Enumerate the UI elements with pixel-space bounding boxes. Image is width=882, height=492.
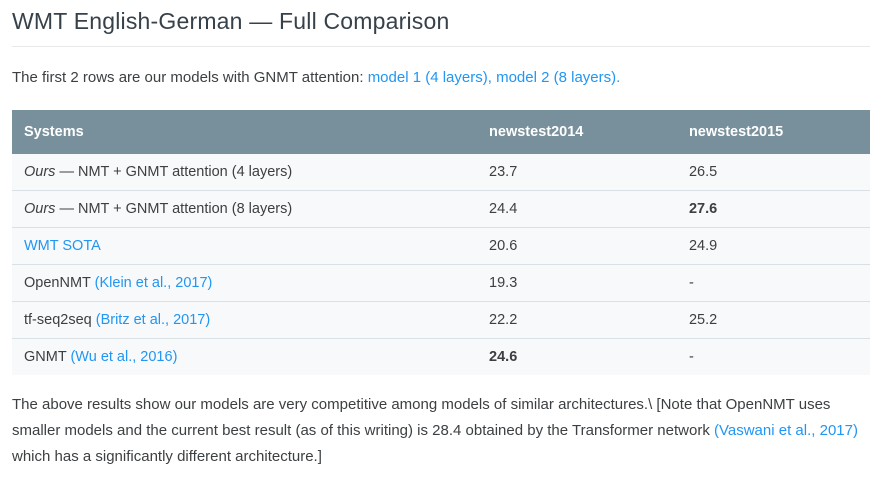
intro-suffix: . xyxy=(616,69,621,86)
footer-text-part2: which has a significantly different arch… xyxy=(12,448,322,465)
comparison-table: Systems newstest2014 newstest2015 Ours —… xyxy=(12,110,870,375)
footer-text-part1: The above results show our models are ve… xyxy=(12,396,831,439)
system-name: — NMT + GNMT attention (8 layers) xyxy=(55,201,293,217)
intro-links-separator: , xyxy=(487,69,497,86)
wu-citation-link[interactable]: (Wu et al., 2016) xyxy=(70,349,178,365)
table-row: OpenNMT (Klein et al., 2017) 19.3 - xyxy=(12,264,870,302)
footer-paragraph: The above results show our models are ve… xyxy=(12,392,870,470)
intro-prefix: The first 2 rows are our models with GNM… xyxy=(12,69,368,86)
column-header-newstest2014: newstest2014 xyxy=(477,110,677,154)
system-cell: OpenNMT (Klein et al., 2017) xyxy=(12,264,478,302)
wmt-sota-link[interactable]: WMT SOTA xyxy=(24,238,101,254)
score-newstest2015: 26.5 xyxy=(676,154,870,191)
score-newstest2015: 25.2 xyxy=(676,301,870,339)
vaswani-citation-link[interactable]: (Vaswani et al., 2017) xyxy=(714,422,858,439)
system-cell: tf-seq2seq (Britz et al., 2017) xyxy=(12,301,478,339)
score-newstest2015: - xyxy=(676,264,870,302)
score-newstest2014: 24.4 xyxy=(477,190,677,228)
column-header-newstest2015: newstest2015 xyxy=(676,110,870,154)
system-cell: Ours — NMT + GNMT attention (4 layers) xyxy=(12,154,478,191)
system-cell: Ours — NMT + GNMT attention (8 layers) xyxy=(12,190,478,228)
model-2-link[interactable]: model 2 (8 layers) xyxy=(496,69,617,86)
score-newstest2014: 20.6 xyxy=(477,227,677,265)
table-row: tf-seq2seq (Britz et al., 2017) 22.2 25.… xyxy=(12,301,870,339)
system-name: OpenNMT xyxy=(24,275,91,291)
score-newstest2015: 24.9 xyxy=(676,227,870,265)
title-divider xyxy=(12,46,870,47)
table-row: WMT SOTA 20.6 24.9 xyxy=(12,227,870,265)
model-1-link[interactable]: model 1 (4 layers) xyxy=(367,69,488,86)
system-cell: WMT SOTA xyxy=(12,227,478,265)
britz-citation-link[interactable]: (Britz et al., 2017) xyxy=(95,312,211,328)
column-header-systems: Systems xyxy=(12,110,478,154)
table-row: Ours — NMT + GNMT attention (4 layers) 2… xyxy=(12,154,870,191)
score-newstest2014: 24.6 xyxy=(477,338,677,375)
intro-paragraph: The first 2 rows are our models with GNM… xyxy=(12,68,870,88)
system-name: GNMT xyxy=(24,349,67,365)
score-newstest2014: 23.7 xyxy=(477,154,677,191)
table-header-row: Systems newstest2014 newstest2015 xyxy=(12,110,870,154)
system-name: — NMT + GNMT attention (4 layers) xyxy=(55,164,293,180)
score-newstest2014: 22.2 xyxy=(477,301,677,339)
page: WMT English-German — Full Comparison The… xyxy=(12,8,870,470)
table-row: Ours — NMT + GNMT attention (8 layers) 2… xyxy=(12,190,870,228)
system-name-italic: Ours xyxy=(24,164,56,180)
page-title: WMT English-German — Full Comparison xyxy=(12,8,450,34)
score-newstest2015: 27.6 xyxy=(676,190,870,228)
system-name: tf-seq2seq xyxy=(24,312,92,328)
system-name-italic: Ours xyxy=(24,201,56,217)
score-newstest2014: 19.3 xyxy=(477,264,677,302)
score-newstest2015: - xyxy=(676,338,870,375)
klein-citation-link[interactable]: (Klein et al., 2017) xyxy=(94,275,213,291)
table-row: GNMT (Wu et al., 2016) 24.6 - xyxy=(12,338,870,375)
system-cell: GNMT (Wu et al., 2016) xyxy=(12,338,478,375)
